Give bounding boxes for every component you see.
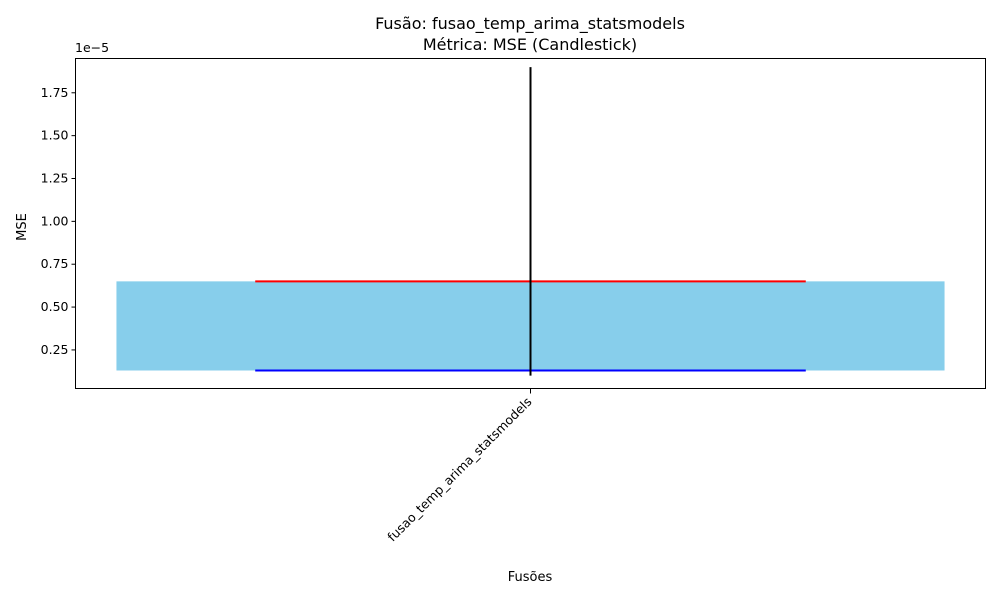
y-tick-label: 1.50 [41, 128, 69, 143]
chart-title: Fusão: fusao_temp_arima_statsmodels [375, 14, 685, 34]
y-axis-label: MSE [15, 213, 30, 241]
y-offset-label: 1e−5 [75, 40, 109, 55]
plot-frame [75, 58, 986, 389]
y-tick-label: 1.75 [41, 85, 69, 100]
chart-subtitle: Métrica: MSE (Candlestick) [423, 35, 637, 54]
y-tick-label: 0.75 [41, 256, 69, 271]
y-tick-label: 0.25 [41, 342, 69, 357]
x-axis-label: Fusões [508, 570, 553, 585]
y-tick-label: 1.00 [41, 213, 69, 228]
y-tick-label: 1.25 [41, 171, 69, 186]
x-tick-label: fusao_temp_arima_statsmodels [384, 394, 534, 544]
y-tick-label: 0.50 [41, 299, 69, 314]
